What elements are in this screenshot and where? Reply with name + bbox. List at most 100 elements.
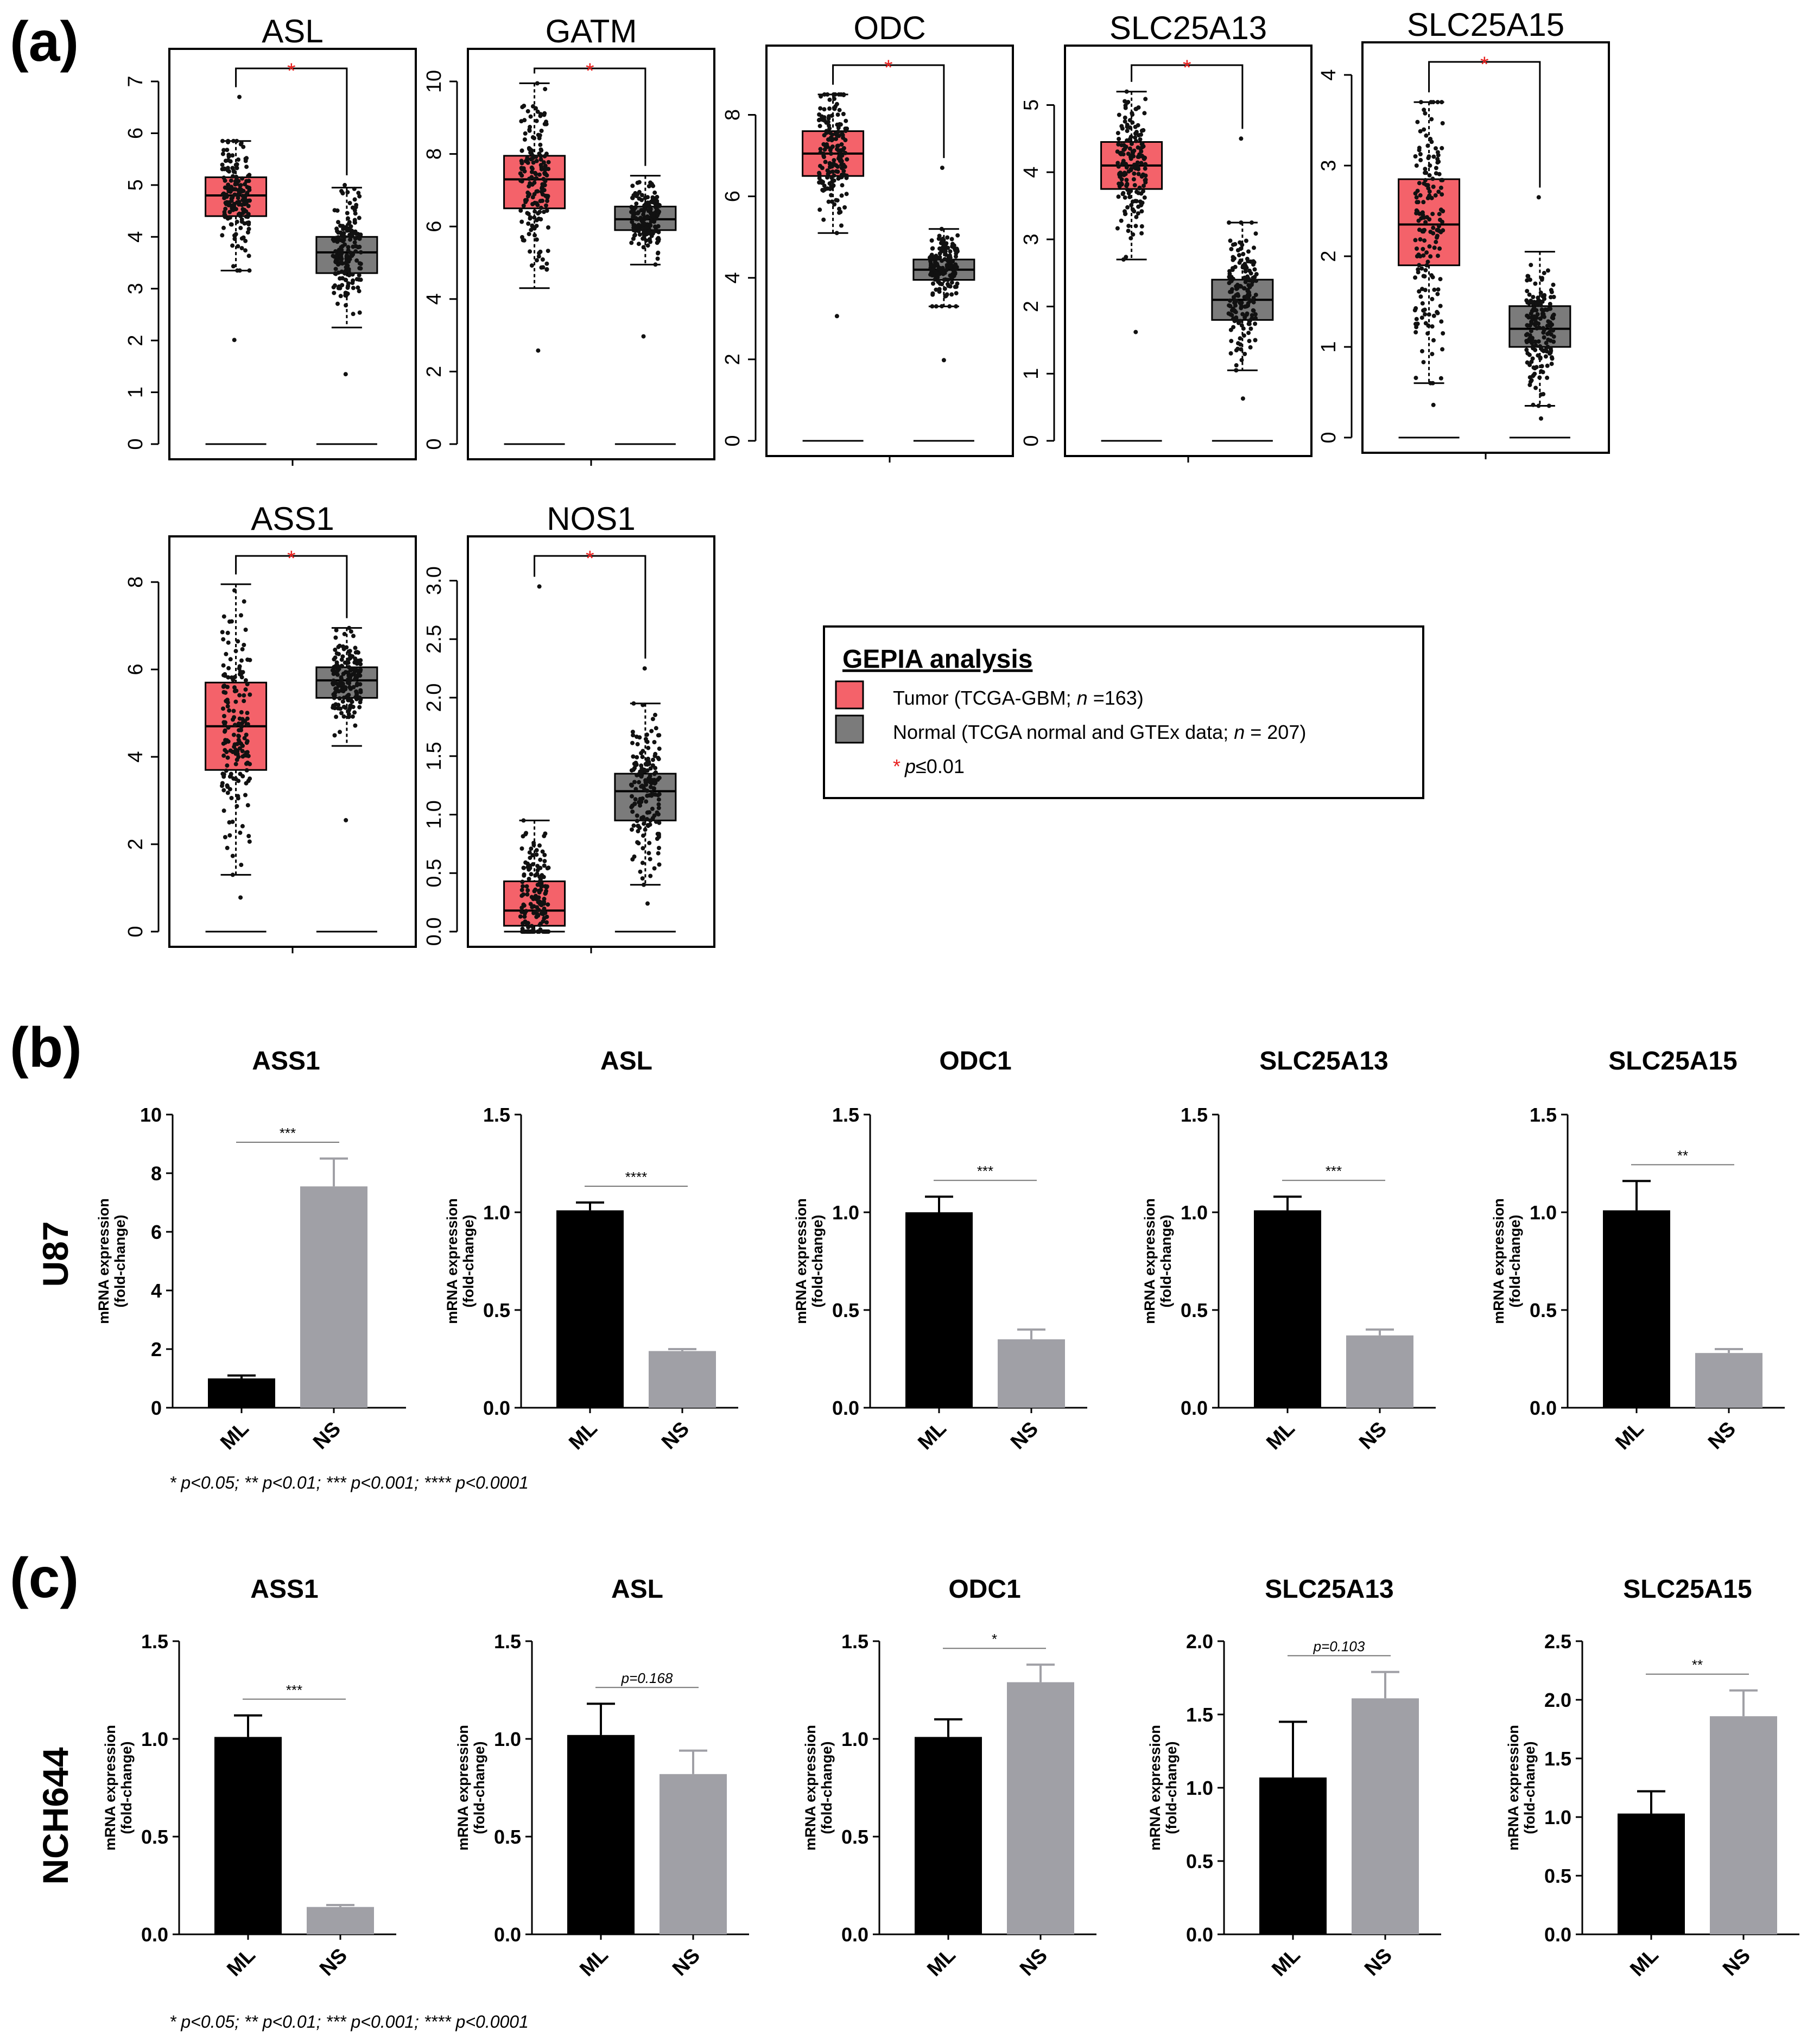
data-point [245,761,250,765]
data-point [649,793,654,798]
data-point [1242,304,1247,309]
significance-label: ** [1692,1657,1703,1673]
data-point [1547,351,1552,356]
data-point [243,793,248,798]
x-tick-label: NS [309,1417,345,1454]
data-point [639,193,644,198]
data-point [817,172,822,176]
data-point [947,304,952,309]
data-point [1437,212,1442,217]
data-point [652,781,657,786]
data-point [1540,347,1544,352]
data-point [1440,192,1444,197]
data-point [1418,237,1423,242]
data-point [844,118,848,123]
chart-title: ASS1 [250,1575,318,1604]
data-point [1235,284,1240,289]
data-point [544,884,549,889]
data-point [225,790,230,795]
data-point [342,631,347,636]
chart-title: ASL [600,1047,652,1075]
data-point [347,273,352,277]
y-tick-label: 2 [124,335,147,346]
data-point [227,833,232,838]
data-point [836,176,841,181]
data-point [1435,227,1440,232]
data-point [635,840,640,845]
data-point [1438,185,1443,190]
data-point [241,144,246,149]
y-tick-label: 5 [1020,99,1043,111]
data-point [530,853,535,858]
data-point [246,198,251,203]
data-point [1250,313,1254,318]
data-point [233,699,238,704]
data-point [1548,295,1553,300]
y-tick-label: 10 [140,1104,162,1126]
tumor-box [503,584,566,934]
y-axis-label: mRNA expression [102,1725,118,1851]
data-point [836,92,841,97]
data-point [836,125,841,130]
data-point [1413,330,1418,334]
data-point [826,172,830,176]
data-point [239,863,244,868]
data-point [244,156,249,161]
data-point [650,717,655,722]
data-point [1540,299,1545,304]
data-point [245,750,250,755]
data-point [350,272,355,277]
data-point [1527,363,1532,368]
data-point [544,920,549,925]
data-point [223,690,228,695]
data-point [1124,178,1129,182]
data-point [221,663,226,668]
data-point [1234,363,1239,368]
data-point [341,225,346,230]
data-point [350,281,355,285]
data-point [1428,254,1433,259]
data-point [656,802,661,807]
data-point [1242,275,1247,280]
data-point [1228,351,1233,356]
data-point [356,668,361,673]
data-point [354,277,359,282]
data-point [1252,275,1257,280]
legend-frame [823,625,1424,799]
data-point [247,268,252,273]
x-tick-label: NS [1355,1417,1391,1454]
data-point [343,271,347,276]
data-point [1546,319,1551,324]
data-point [247,186,252,190]
data-point [1525,332,1530,337]
data-point [939,226,944,231]
data-point [1529,328,1533,333]
data-point [817,176,822,181]
data-point [655,237,660,242]
y-tick-label: 0.0 [832,1397,859,1419]
data-point [818,106,823,111]
data-point [1534,365,1539,370]
data-point [333,686,338,691]
data-point [948,284,953,289]
data-point [935,262,940,266]
data-point [1539,307,1544,312]
data-point [1541,330,1546,335]
plot-frame [765,45,1014,457]
data-point [1548,346,1553,351]
data-point [1127,125,1132,130]
data-point [226,182,231,187]
data-point [636,829,641,833]
significance-label: ** [1677,1147,1688,1163]
data-point [236,796,240,801]
data-point [652,224,657,229]
data-point [520,926,525,931]
data-point [656,832,661,837]
data-point [530,224,535,229]
data-point [223,728,227,733]
data-point [1440,219,1444,224]
data-point [829,193,834,198]
data-point [331,682,335,687]
data-point [351,244,356,249]
bar-ns [307,1907,374,1934]
